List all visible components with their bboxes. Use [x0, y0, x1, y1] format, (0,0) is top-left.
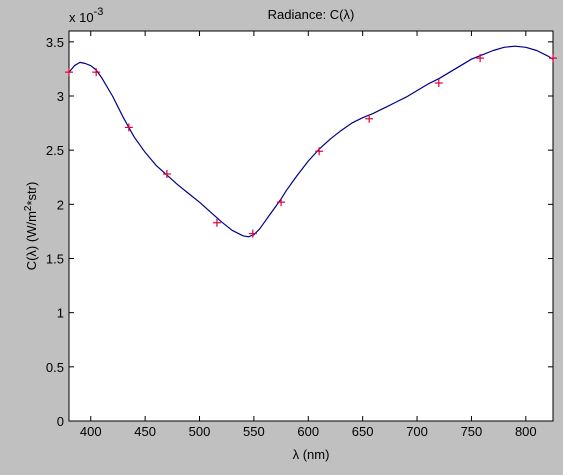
x-tick-label: 500	[189, 424, 211, 439]
plot-area	[68, 30, 554, 422]
data-point-marker	[434, 79, 443, 87]
x-tick-label: 550	[243, 424, 265, 439]
y-axis-label-main: C(λ) (W/m	[24, 211, 39, 270]
data-point-marker	[124, 123, 133, 132]
data-point-marker	[65, 68, 73, 77]
x-tick-label: 750	[461, 424, 483, 439]
y-tick-label: 2.5	[46, 143, 64, 158]
data-point-marker	[212, 218, 221, 227]
y-tick-label: 1	[57, 306, 64, 321]
y-axis-label-superscript: 2	[23, 205, 34, 211]
data-point-marker	[248, 229, 257, 238]
y-axis-label: C(λ) (W/m2*str)	[23, 182, 39, 271]
x-tick-label: 400	[80, 424, 102, 439]
y-tick-label: 2	[57, 197, 64, 212]
y-tick-label: 0	[57, 414, 64, 429]
marker-layer	[65, 54, 557, 238]
y-axis-label-tail: *str)	[24, 182, 39, 206]
x-tick-label: 700	[406, 424, 428, 439]
y-exponent-power: -3	[94, 6, 104, 18]
y-exponent-prefix: x 10	[69, 10, 94, 25]
data-point-marker	[365, 114, 374, 123]
y-tick-label: 3.5	[46, 35, 64, 50]
chart-title: Radiance: C(λ)	[268, 7, 355, 22]
y-tick-label: 3	[57, 89, 64, 104]
x-axis-label: λ (nm)	[293, 447, 330, 462]
y-exponent-label: x 10-3	[69, 6, 103, 25]
data-point-marker	[315, 147, 324, 156]
x-tick-label: 800	[515, 424, 537, 439]
y-tick-label: 1.5	[46, 252, 64, 267]
x-tick-label: 600	[297, 424, 319, 439]
data-point-marker	[92, 68, 101, 77]
data-point-marker	[162, 170, 171, 178]
x-tick-label: 650	[352, 424, 374, 439]
y-tick-label: 0.5	[46, 360, 64, 375]
data-point-marker	[476, 54, 485, 63]
ticks-layer: 400 450 500 550 600 650 700 750 800 0 0.5 1 1.5 2 2.5 3…	[46, 31, 553, 439]
data-point-marker	[549, 54, 557, 63]
data-point-marker	[277, 198, 286, 207]
x-tick-label: 450	[134, 424, 156, 439]
